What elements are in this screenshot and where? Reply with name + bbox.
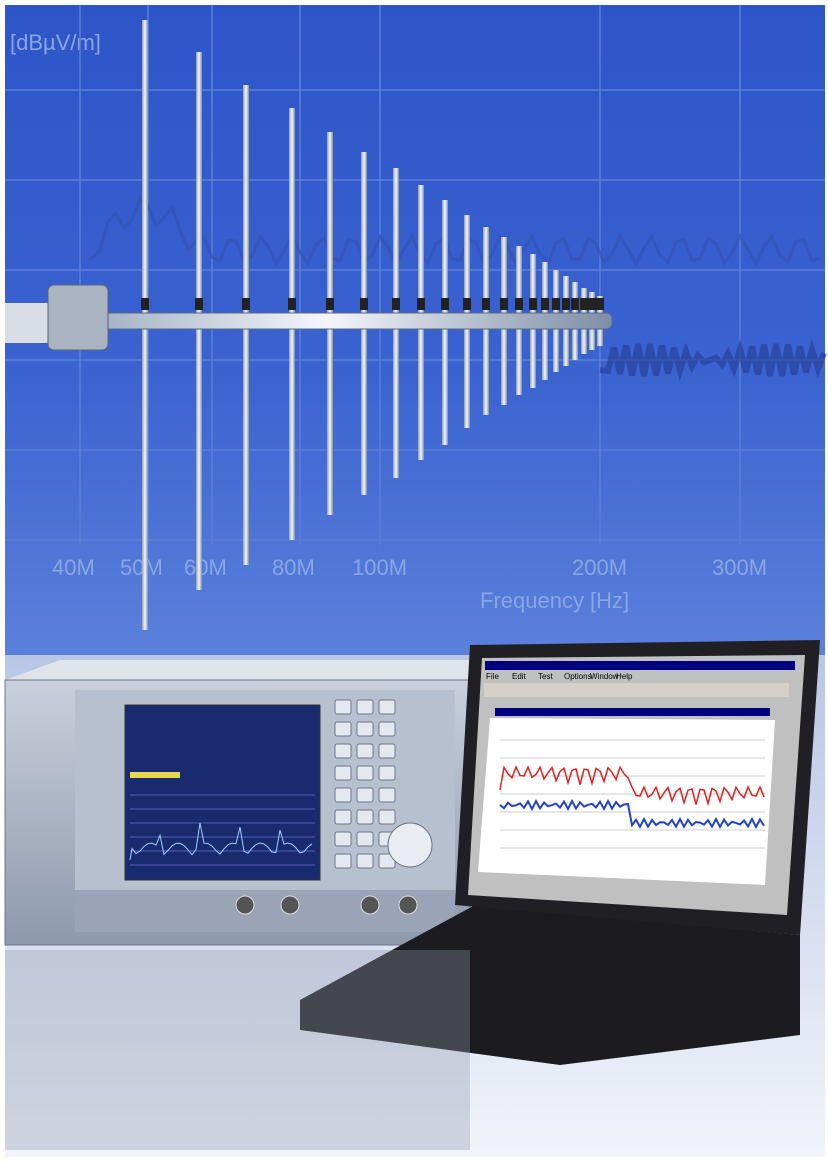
element-clamp — [482, 298, 490, 310]
antenna-bracket — [47, 284, 109, 351]
key — [356, 721, 374, 737]
connector — [235, 895, 255, 915]
key — [356, 853, 374, 869]
screen-trace — [129, 822, 313, 861]
key — [356, 743, 374, 759]
background-x-title: Frequency [Hz] — [480, 588, 629, 613]
key — [356, 699, 374, 715]
instrument-reflection — [5, 950, 470, 1150]
element-clamp — [588, 298, 596, 310]
red-trace — [499, 765, 765, 807]
key — [378, 721, 396, 737]
laptop-base — [300, 905, 800, 1065]
key — [334, 809, 352, 825]
instrument-top — [5, 660, 470, 680]
element-clamp — [417, 298, 425, 310]
key — [334, 831, 352, 847]
element-clamp — [288, 298, 296, 310]
background-x-label: 300M — [712, 555, 767, 580]
blue-trace — [499, 798, 765, 830]
key — [334, 721, 352, 737]
spectrum-trace — [88, 195, 821, 268]
background-x-label: 80M — [272, 555, 315, 580]
key — [378, 787, 396, 803]
key — [334, 743, 352, 759]
spectrum-trace — [599, 338, 827, 382]
element-clamp — [529, 298, 537, 310]
menu-item: Window — [590, 672, 619, 681]
element-clamp — [441, 298, 449, 310]
background-x-label: 100M — [352, 555, 407, 580]
key — [356, 831, 374, 847]
plot-area — [478, 718, 775, 885]
element-clamp — [242, 298, 250, 310]
menu-item: Help — [616, 672, 633, 681]
menu-item: Options — [564, 672, 592, 681]
menu-item: Edit — [512, 672, 527, 681]
key — [334, 699, 352, 715]
menu-item: Test — [538, 672, 553, 681]
antenna-boom — [39, 312, 613, 330]
element-clamp — [596, 298, 604, 310]
menu-item: File — [486, 672, 499, 681]
connector — [360, 895, 380, 915]
key — [334, 853, 352, 869]
blue-backdrop — [5, 5, 825, 655]
background-x-label: 50M — [120, 555, 163, 580]
element-clamp — [463, 298, 471, 310]
instrument-screen — [124, 704, 321, 881]
element-clamp — [571, 298, 579, 310]
element-clamp — [500, 298, 508, 310]
background-x-label: 200M — [572, 555, 627, 580]
key — [356, 809, 374, 825]
element-clamp — [141, 298, 149, 310]
screen-bar — [130, 772, 180, 778]
rotary-knob — [387, 822, 433, 868]
toolbar — [484, 683, 789, 697]
element-clamp — [326, 298, 334, 310]
key — [356, 787, 374, 803]
background-y-title: [dBµV/m] — [10, 30, 101, 55]
key — [334, 765, 352, 781]
connector-strip — [75, 892, 455, 932]
key — [378, 809, 396, 825]
key — [378, 765, 396, 781]
element-clamp — [392, 298, 400, 310]
element-clamp — [541, 298, 549, 310]
key — [378, 743, 396, 759]
connector — [398, 895, 418, 915]
connector — [280, 895, 300, 915]
key — [334, 787, 352, 803]
key — [356, 765, 374, 781]
element-clamp — [515, 298, 523, 310]
background-x-label: 60M — [184, 555, 227, 580]
background-x-label: 40M — [52, 555, 95, 580]
element-clamp — [195, 298, 203, 310]
element-clamp — [360, 298, 368, 310]
element-clamp — [580, 298, 588, 310]
element-clamp — [562, 298, 570, 310]
window-title-bar — [485, 661, 795, 670]
antenna-mount — [5, 303, 50, 343]
element-clamp — [552, 298, 560, 310]
key — [378, 699, 396, 715]
child-window-bar — [495, 708, 770, 716]
